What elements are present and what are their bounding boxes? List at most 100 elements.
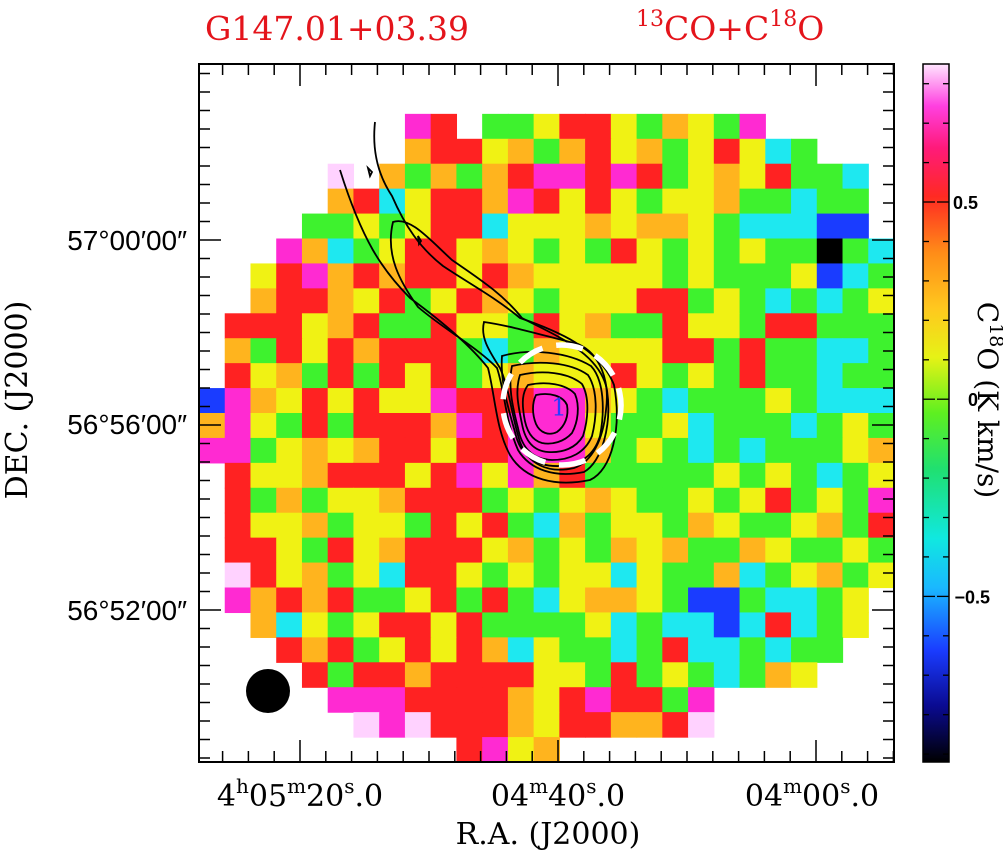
- heatmap-cell: [327, 687, 355, 713]
- heatmap-cell: [224, 413, 252, 439]
- heatmap-cell: [430, 487, 458, 514]
- heatmap-cell: [533, 612, 560, 638]
- y-axis-title: DEC. (J2000): [0, 301, 35, 500]
- heatmap-cell: [327, 263, 355, 289]
- plot-frame: [198, 63, 895, 763]
- heatmap-cell: [688, 662, 715, 688]
- heatmap-cell: [610, 712, 638, 738]
- heatmap-cell: [224, 487, 252, 514]
- heatmap-cell: [353, 263, 380, 289]
- heatmap-cell: [585, 487, 612, 514]
- heatmap-cell: [301, 512, 329, 539]
- heatmap-cell: [456, 363, 483, 389]
- heatmap-cell: [482, 113, 509, 140]
- heatmap-cell: [404, 712, 432, 738]
- heatmap-cell: [816, 213, 844, 240]
- heatmap-cell: [791, 238, 818, 265]
- heatmap-cell: [842, 188, 869, 215]
- heatmap-cell: [894, 363, 920, 389]
- heatmap-cell: [842, 487, 869, 514]
- heatmap-cell: [353, 562, 380, 589]
- heatmap-cell: [610, 587, 638, 614]
- heatmap-cell: [301, 537, 329, 564]
- heatmap-cell: [739, 113, 766, 140]
- heatmap-cell: [507, 138, 535, 165]
- heatmap-cell: [713, 288, 741, 314]
- heatmap-cell: [430, 413, 458, 439]
- heatmap-cell: [610, 163, 638, 190]
- heatmap-cell: [559, 188, 586, 215]
- heatmap-cell: [327, 213, 355, 240]
- heatmap-cell: [224, 462, 252, 489]
- heatmap-cell: [224, 512, 252, 539]
- heatmap-cell: [765, 363, 792, 389]
- colorbar-tick-label-0: 0.5: [953, 193, 978, 213]
- heatmap-cell: [662, 637, 689, 663]
- heatmap-cell: [353, 462, 380, 489]
- heatmap-cell: [276, 288, 303, 314]
- heatmap-cell: [559, 587, 586, 614]
- heatmap-cell: [353, 612, 380, 638]
- heatmap-cell: [482, 737, 509, 762]
- heatmap-cell: [765, 637, 792, 663]
- heatmap-cell: [662, 338, 689, 364]
- heatmap-cell: [430, 188, 458, 215]
- heatmap-cell: [507, 487, 535, 514]
- heatmap-cell: [739, 662, 766, 688]
- heatmap-cell: [739, 163, 766, 190]
- heatmap-cell: [379, 487, 406, 514]
- heatmap-cell: [482, 188, 509, 215]
- heatmap-cell: [816, 537, 844, 564]
- heatmap-cell: [688, 562, 715, 589]
- heatmap-cell: [816, 288, 844, 314]
- heatmap-cell: [713, 138, 741, 165]
- heatmap-cell: [585, 587, 612, 614]
- heatmap-cell: [250, 587, 277, 614]
- heatmap-cell: [610, 263, 638, 289]
- heatmap-cell: [688, 113, 715, 140]
- heatmap-cell: [507, 462, 535, 489]
- heatmap-cell: [610, 462, 638, 489]
- heatmap-cell: [559, 537, 586, 564]
- heatmap-cell: [482, 512, 509, 539]
- heatmap-cell: [816, 188, 844, 215]
- heatmap-cell: [327, 388, 355, 414]
- heatmap-cell: [430, 263, 458, 289]
- heatmap-cell: [456, 512, 483, 539]
- heatmap-cell: [404, 462, 432, 489]
- heatmap-cell: [610, 612, 638, 638]
- heatmap-cell: [559, 487, 586, 514]
- heatmap-cell: [662, 562, 689, 589]
- heatmap-cell: [739, 587, 766, 614]
- heatmap-cell: [816, 313, 844, 339]
- heatmap-cell: [662, 188, 689, 215]
- heatmap-cell: [868, 487, 894, 514]
- heatmap-cell: [739, 138, 766, 165]
- heatmap-cell: [276, 313, 303, 339]
- heatmap-cell: [404, 512, 432, 539]
- heatmap-cell: [688, 687, 715, 713]
- heatmap-cell: [868, 388, 894, 414]
- heatmap-cell: [688, 288, 715, 314]
- heatmap-cell: [301, 562, 329, 589]
- heatmap-cell: [276, 437, 303, 464]
- heatmap-cell: [636, 288, 663, 314]
- heatmap-cell: [430, 637, 458, 663]
- heatmap-cell: [868, 313, 894, 339]
- heatmap-cell: [662, 263, 689, 289]
- heatmap-cell: [276, 388, 303, 414]
- heatmap-cell: [533, 637, 560, 663]
- heatmap-cell: [765, 238, 792, 265]
- heatmap-cell: [713, 238, 741, 265]
- heatmap-cell: [791, 612, 818, 638]
- heatmap-cell: [250, 338, 277, 364]
- heatmap-cell: [816, 263, 844, 289]
- heatmap-cell: [868, 413, 894, 439]
- heatmap-cell: [610, 363, 638, 389]
- heatmap-cell: [404, 213, 432, 240]
- heatmap-cell: [507, 263, 535, 289]
- heatmap-cell: [842, 537, 869, 564]
- heatmap-cell: [456, 462, 483, 489]
- heatmap-cell: [404, 487, 432, 514]
- heatmap-cell: [404, 263, 432, 289]
